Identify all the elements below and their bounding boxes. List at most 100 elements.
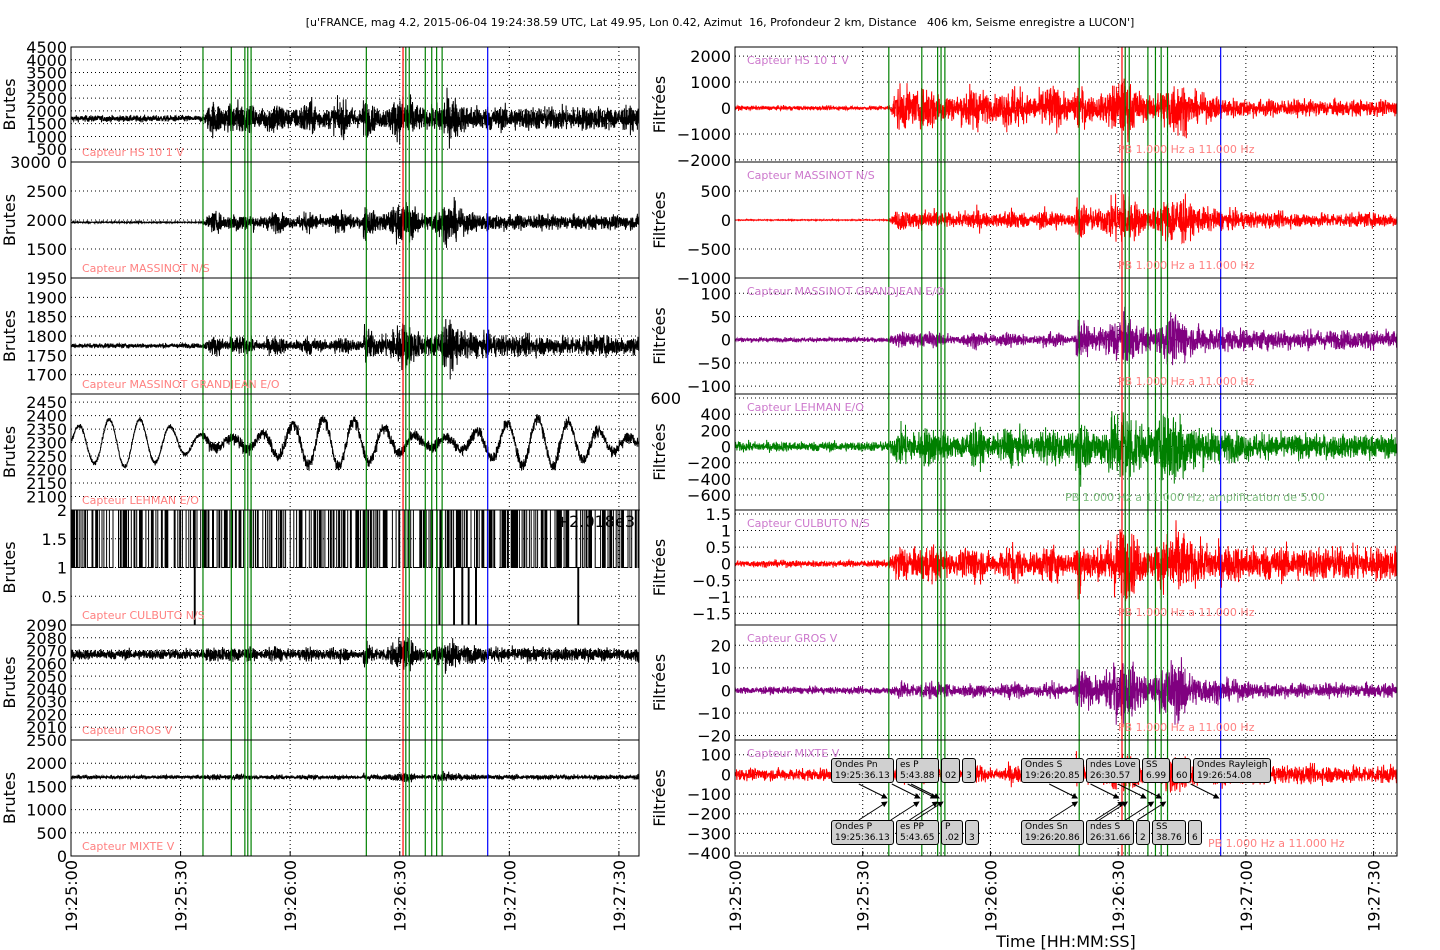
waveform-trace bbox=[734, 306, 1398, 366]
y-tick-label: 2500 bbox=[26, 89, 67, 108]
y-axis-label: Brutes bbox=[0, 426, 19, 478]
x-tick-label: 19:25:00 bbox=[62, 860, 81, 932]
waveform-trace bbox=[734, 411, 1398, 487]
sensor-label: Capteur HS 10 1 V bbox=[82, 146, 184, 159]
annotation-phase-name bbox=[966, 760, 972, 771]
y-tick-label: 4500 bbox=[26, 38, 67, 57]
sensor-label: Capteur GROS V bbox=[82, 724, 173, 737]
waveform-trace bbox=[734, 78, 1398, 143]
y-axis-label: Brutes bbox=[0, 541, 19, 593]
y-tick-label: −100 bbox=[687, 377, 731, 396]
annotation-phase-time: 60 bbox=[1176, 771, 1188, 781]
y-tick-label: 2030 bbox=[26, 693, 67, 712]
y-tick-label: 0 bbox=[721, 765, 731, 784]
x-tick-label: 19:25:30 bbox=[854, 860, 873, 932]
y-axis-label: Brutes bbox=[0, 194, 19, 246]
y-tick-label: 1000 bbox=[26, 801, 67, 820]
filtered-panel-2: −1000 −500 0 500 Filtrées Capteur MASSINOT N/… bbox=[650, 161, 1398, 288]
x-tick-label: 19:26:30 bbox=[1109, 860, 1128, 932]
axes-frame bbox=[70, 393, 640, 511]
top-annotation-box: Ondes S 19:26:20.85 bbox=[1021, 758, 1084, 783]
y-tick-label: −2000 bbox=[677, 151, 731, 170]
annotation-arrow bbox=[1125, 801, 1155, 821]
x-tick-label: 19:25:00 bbox=[726, 860, 745, 932]
y-tick-label: −1 bbox=[707, 588, 731, 607]
annotation-phase-name bbox=[945, 760, 956, 771]
filter-label: PB 1.000 Hz a 11.000 Hz, amplification d… bbox=[1065, 491, 1325, 504]
sensor-label: Capteur MASSINOT N/S bbox=[747, 169, 875, 182]
annotation-phase-time: 5:43.65 bbox=[900, 833, 935, 843]
annotation-phase-time: 6.99 bbox=[1146, 771, 1167, 781]
y-tick-label: −400 bbox=[687, 844, 731, 863]
annotation-phase-time: 5:43.88 bbox=[900, 771, 935, 781]
bottom-annotation-box: ndes S 26:31.66 bbox=[1086, 820, 1135, 845]
y-tick-label: 500 bbox=[36, 140, 67, 159]
waveform-trace bbox=[70, 413, 640, 472]
y-axis-label: Filtrées bbox=[650, 76, 669, 133]
y-axis-label: Brutes bbox=[0, 78, 19, 130]
y-tick-label: 1.5 bbox=[706, 505, 731, 524]
y-tick-label: 1850 bbox=[26, 308, 67, 327]
annotation-arrow bbox=[891, 783, 921, 799]
y-tick-label: −200 bbox=[687, 454, 731, 473]
annotation-arrow bbox=[1133, 783, 1163, 799]
y-tick-label: 2010 bbox=[26, 718, 67, 737]
y-offset-label: +2.018e3 bbox=[556, 512, 635, 531]
y-tick-label: 0 bbox=[721, 555, 731, 574]
sensor-label: Capteur CULBUTO N/S bbox=[82, 609, 205, 622]
y-tick-label: −100 bbox=[687, 785, 731, 804]
y-tick-label: 10 bbox=[711, 659, 731, 678]
x-tick-label: 19:25:30 bbox=[172, 860, 191, 932]
y-tick-label: 0 bbox=[721, 438, 731, 457]
annotation-phase-name: Ondes Pn bbox=[835, 760, 878, 770]
annotation-phase-name: es PP bbox=[900, 822, 924, 832]
y-tick-label: 0 bbox=[57, 847, 67, 866]
y-tick-label: 100 bbox=[700, 746, 731, 765]
annotation-phase-time: 2 bbox=[1140, 833, 1146, 843]
y-tick-label: −0.5 bbox=[692, 571, 731, 590]
waveform-trace bbox=[734, 193, 1398, 245]
annotation-phase-name: P bbox=[945, 822, 951, 832]
y-tick-label: 1500 bbox=[26, 777, 67, 796]
annotation-phase-name bbox=[969, 822, 975, 833]
top-annotation-box: Ondes Rayleigh 19:26:54.08 bbox=[1193, 758, 1272, 783]
y-tick-label: 50 bbox=[711, 308, 731, 327]
annotation-phase-time: 02 bbox=[945, 771, 957, 781]
top-annotation-box: 02 bbox=[941, 758, 961, 783]
annotation-phase-time: 19:25:36.13 bbox=[835, 771, 890, 781]
y-tick-label: −300 bbox=[687, 824, 731, 843]
waveform-trace bbox=[70, 196, 640, 248]
x-tick-label: 19:26:00 bbox=[281, 860, 300, 932]
y-tick-label: 2060 bbox=[26, 654, 67, 673]
filtered-panel-5: −1.5−1−0.500.511.5 Filtrées Capteur CULBUT… bbox=[650, 505, 1398, 626]
top-annotation-box: 60 bbox=[1172, 758, 1192, 783]
top-annotation-box: SS 6.99 bbox=[1142, 758, 1171, 783]
annotation-phase-name bbox=[1140, 822, 1146, 833]
bottom-annotation-box: Ondes Sn 19:26:20.86 bbox=[1021, 820, 1084, 845]
y-tick-label: 2350 bbox=[26, 420, 67, 439]
y-tick-label: 4000 bbox=[26, 51, 67, 70]
annotation-arrow bbox=[907, 783, 937, 799]
y-tick-label: −1000 bbox=[677, 125, 731, 144]
y-tick-label: 2070 bbox=[26, 642, 67, 661]
y-axis-label: Brutes bbox=[0, 656, 19, 708]
y-axis-label: Filtrées bbox=[650, 539, 669, 596]
y-axis-label: Filtrées bbox=[650, 769, 669, 826]
y-tick-label: 2300 bbox=[26, 434, 67, 453]
y-tick-label: 0 bbox=[721, 211, 731, 230]
sensor-label: Capteur CULBUTO N/S bbox=[747, 517, 870, 530]
y-tick-label: 1 bbox=[721, 522, 731, 541]
annotation-arrow bbox=[1048, 783, 1079, 799]
y-tick-label: 0 bbox=[721, 99, 731, 118]
y-tick-label: 0.5 bbox=[706, 538, 731, 557]
annotation-arrow bbox=[858, 801, 888, 821]
annotation-phase-name bbox=[1176, 760, 1187, 771]
raw-panel-1: 050010001500200025003000350040004500Brut… bbox=[0, 38, 640, 172]
sensor-label: Capteur MASSINOT N/S bbox=[82, 262, 210, 275]
bottom-annotation-box: 6 bbox=[1188, 820, 1202, 845]
sensor-label: Capteur MASSINOT GRANDJEAN E/O bbox=[747, 285, 945, 298]
annotation-arrow bbox=[909, 801, 939, 821]
annotation-phase-name bbox=[1192, 822, 1198, 833]
